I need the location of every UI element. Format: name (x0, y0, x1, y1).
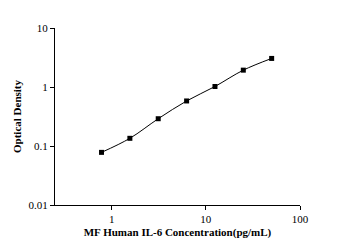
svg-text:1: 1 (109, 213, 115, 225)
svg-text:1: 1 (42, 81, 48, 93)
svg-text:0.1: 0.1 (34, 140, 48, 152)
svg-text:MF Human IL-6 Concentration(pg: MF Human IL-6 Concentration(pg/mL) (84, 226, 272, 239)
svg-text:10: 10 (37, 22, 49, 34)
svg-text:0.01: 0.01 (29, 199, 48, 211)
svg-text:10: 10 (200, 213, 212, 225)
svg-text:100: 100 (292, 213, 309, 225)
svg-text:Optical Density: Optical Density (11, 79, 23, 153)
